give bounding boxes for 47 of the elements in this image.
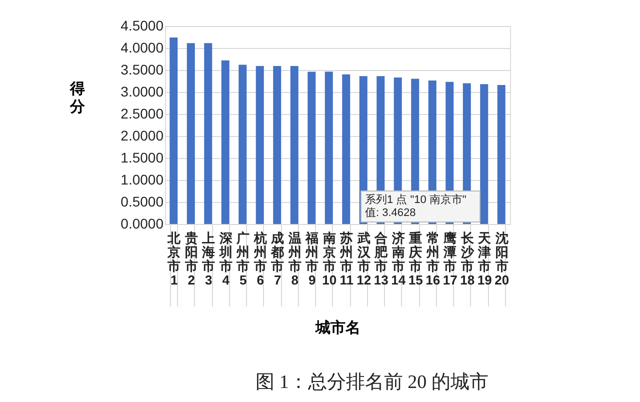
- bar: [256, 66, 264, 224]
- x-tick-label: 合肥市 13: [374, 230, 389, 288]
- y-tick-label: 0.5000: [120, 194, 164, 210]
- x-tick-label: 苏州市 11: [339, 230, 354, 288]
- caption: 图 1：总分排名前 20 的城市: [256, 371, 488, 393]
- x-tick-label: 南京市 10: [322, 230, 337, 288]
- y-tick-label: 4.0000: [120, 40, 164, 56]
- bar: [221, 60, 230, 224]
- bar: [342, 74, 350, 224]
- x-tick-label: 成都市 7: [270, 230, 284, 288]
- x-tick-label: 长沙市 18: [460, 230, 475, 288]
- x-tick-label: 济南市 14: [390, 230, 406, 288]
- x-tick-label: 广州市 5: [236, 230, 250, 288]
- bar: [324, 72, 333, 224]
- x-tick-label: 贵阳市 2: [184, 230, 198, 288]
- bar: [186, 43, 195, 224]
- x-tick-label: 鹰潭市 17: [442, 230, 458, 288]
- y-tick-label: 3.5000: [120, 62, 164, 78]
- x-tick-label: 沈阳市 20: [494, 230, 510, 288]
- y-tick-label: 3.0000: [120, 84, 164, 100]
- x-tick-label: 福州市 9: [304, 230, 319, 288]
- x-tick-label: 天津市 19: [477, 230, 492, 288]
- x-tick-label: 常州市 16: [425, 230, 440, 288]
- y-tick-label: 4.5000: [120, 18, 164, 34]
- annotation: 系列1 点 "10 南京市" 值: 3.4628: [365, 193, 466, 219]
- bar: [273, 66, 282, 224]
- bar: [170, 37, 178, 224]
- x-tick-label: 温州市 8: [287, 230, 302, 288]
- bar: [204, 43, 212, 224]
- y-tick-label: 2.5000: [120, 106, 164, 122]
- bar: [308, 72, 316, 224]
- y-axis-title: 得分: [69, 80, 86, 116]
- y-tick-label: 0.0000: [120, 216, 164, 232]
- x-tick-label: 武汉市 12: [356, 230, 372, 288]
- x-tick-label: 深圳市 4: [218, 230, 234, 288]
- bar: [497, 84, 506, 224]
- bar: [238, 64, 247, 224]
- bar: [480, 84, 488, 224]
- x-axis-title: 城市名: [314, 318, 360, 336]
- x-tick-label: 杭州市 6: [252, 230, 267, 288]
- x-tick-label: 上海市 3: [201, 230, 216, 288]
- y-tick-label: 2.0000: [120, 128, 164, 144]
- x-tick-label: 北京市 1: [166, 230, 182, 288]
- x-tick-label: 重庆市 15: [408, 230, 423, 288]
- y-tick-label: 1.0000: [120, 172, 164, 188]
- bar: [290, 66, 298, 224]
- y-tick-label: 1.5000: [120, 150, 164, 166]
